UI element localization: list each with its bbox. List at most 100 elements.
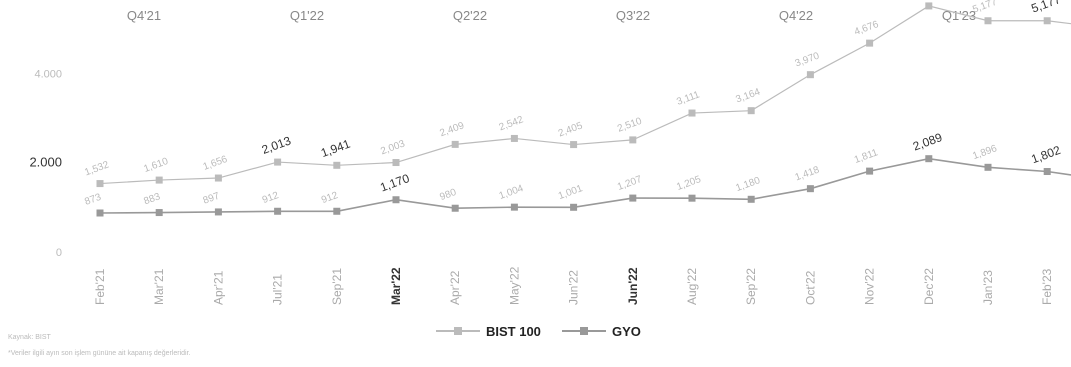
data-label: 2,013 bbox=[260, 133, 293, 157]
x-tick-label: May'22 bbox=[507, 266, 521, 305]
x-tick-label: Feb'21 bbox=[93, 268, 107, 305]
data-point bbox=[747, 195, 755, 203]
x-tick-label: Jun'22 bbox=[626, 267, 640, 305]
data-point bbox=[451, 204, 459, 212]
y-tick-label: 4.000 bbox=[34, 68, 62, 80]
data-label: 1,896 bbox=[971, 143, 999, 162]
x-tick-label: Oct'22 bbox=[803, 270, 817, 305]
legend-label: GYO bbox=[612, 324, 641, 339]
data-label: 3,970 bbox=[794, 50, 822, 69]
x-tick-label: Apr'21 bbox=[211, 270, 225, 305]
data-label: 5,509 bbox=[912, 0, 940, 1]
data-label: 1,941 bbox=[319, 137, 352, 161]
legend-label: BIST 100 bbox=[486, 324, 541, 339]
x-tick-label: Nov'22 bbox=[863, 268, 877, 305]
x-tick-label: Feb'23 bbox=[1040, 268, 1054, 305]
data-label: 2,003 bbox=[379, 138, 407, 157]
data-point bbox=[570, 203, 578, 211]
data-label: 2,510 bbox=[616, 116, 644, 135]
data-label: 3,164 bbox=[734, 86, 762, 105]
data-label: 912 bbox=[261, 190, 281, 206]
y-tick-label: 0 bbox=[56, 247, 62, 259]
source-line-1: Kaynak: BIST bbox=[8, 334, 52, 341]
data-point bbox=[925, 2, 933, 10]
x-tick-label: Aug'22 bbox=[685, 268, 699, 305]
data-label: 2,089 bbox=[911, 130, 944, 154]
series-lines bbox=[99, 5, 1071, 214]
data-point bbox=[806, 71, 814, 79]
x-tick-label: Jul'21 bbox=[271, 274, 285, 305]
data-point bbox=[984, 163, 992, 171]
data-label: 1,170 bbox=[378, 171, 411, 195]
series-line-bist100 bbox=[99, 5, 1071, 185]
data-label: 3,111 bbox=[675, 89, 701, 108]
data-point bbox=[155, 209, 163, 217]
data-label: 1,418 bbox=[794, 164, 822, 183]
data-point bbox=[274, 207, 282, 215]
legend-swatch-marker bbox=[454, 327, 462, 335]
data-label: 1,001 bbox=[557, 183, 585, 202]
series-points bbox=[96, 2, 1051, 217]
data-point bbox=[333, 207, 341, 215]
x-tick-label: Apr'22 bbox=[448, 270, 462, 305]
data-label: 1,802 bbox=[1029, 143, 1062, 167]
data-label: 1,004 bbox=[498, 183, 526, 202]
data-point bbox=[96, 180, 104, 188]
series-line-gyo bbox=[99, 157, 1071, 214]
data-point bbox=[274, 158, 282, 166]
source-line-2: *Veriler ilgili ayın son işlem gününe ai… bbox=[8, 350, 191, 357]
data-label: 1,180 bbox=[734, 175, 762, 194]
x-axis: Feb'21 Mar'21 Apr'21 Jul'21 Sep'21 Mar'22 Apr'… bbox=[93, 266, 1054, 305]
data-point bbox=[866, 167, 874, 175]
data-label: 912 bbox=[320, 190, 340, 206]
data-point bbox=[688, 109, 696, 117]
data-label: 1,532 bbox=[83, 159, 111, 178]
data-point bbox=[392, 159, 400, 167]
data-label: 1,610 bbox=[142, 156, 170, 175]
data-point bbox=[984, 17, 992, 25]
data-label: 2,542 bbox=[498, 114, 526, 133]
quarter-labels: Q4'21 Q1'22 Q2'22 Q3'22 Q4'22 Q1'23 bbox=[127, 8, 976, 23]
data-label: 1,656 bbox=[202, 154, 230, 173]
data-label: 1,207 bbox=[616, 174, 644, 193]
data-label: 873 bbox=[83, 192, 103, 208]
data-label: 897 bbox=[202, 191, 222, 207]
data-point bbox=[214, 208, 222, 216]
data-point bbox=[155, 176, 163, 184]
quarter-label: Q2'22 bbox=[453, 8, 487, 23]
data-point bbox=[392, 196, 400, 204]
x-tick-label: Sep'22 bbox=[744, 268, 758, 305]
data-point bbox=[688, 194, 696, 202]
data-point bbox=[214, 174, 222, 182]
x-tick-label: Dec'22 bbox=[922, 268, 936, 305]
quarter-label: Q1'22 bbox=[290, 8, 324, 23]
data-point bbox=[333, 161, 341, 169]
quarter-label: Q4'22 bbox=[779, 8, 813, 23]
data-point bbox=[1043, 17, 1051, 25]
data-point bbox=[925, 155, 933, 163]
data-point bbox=[96, 209, 104, 217]
data-label: 5,177 bbox=[1029, 0, 1062, 16]
data-label: 883 bbox=[142, 191, 162, 207]
quarter-label: Q3'22 bbox=[616, 8, 650, 23]
data-point bbox=[629, 194, 637, 202]
quarter-label: Q4'21 bbox=[127, 8, 161, 23]
data-label: 2,409 bbox=[438, 120, 466, 139]
chart-legend: BIST 100 GYO bbox=[436, 324, 641, 339]
data-label: 980 bbox=[438, 187, 458, 203]
x-tick-label: Sep'21 bbox=[330, 268, 344, 305]
data-point bbox=[451, 140, 459, 148]
data-point bbox=[570, 141, 578, 149]
data-point bbox=[806, 185, 814, 193]
x-tick-label: Mar'22 bbox=[389, 267, 403, 305]
data-point bbox=[747, 107, 755, 115]
data-label: 4,676 bbox=[853, 19, 881, 38]
x-tick-label: Mar'21 bbox=[152, 268, 166, 305]
x-tick-label: Jan'23 bbox=[981, 270, 995, 305]
data-label: 1,205 bbox=[675, 174, 703, 193]
y-tick-label: 2.000 bbox=[29, 155, 62, 170]
data-point bbox=[1043, 168, 1051, 176]
data-point bbox=[510, 203, 518, 211]
